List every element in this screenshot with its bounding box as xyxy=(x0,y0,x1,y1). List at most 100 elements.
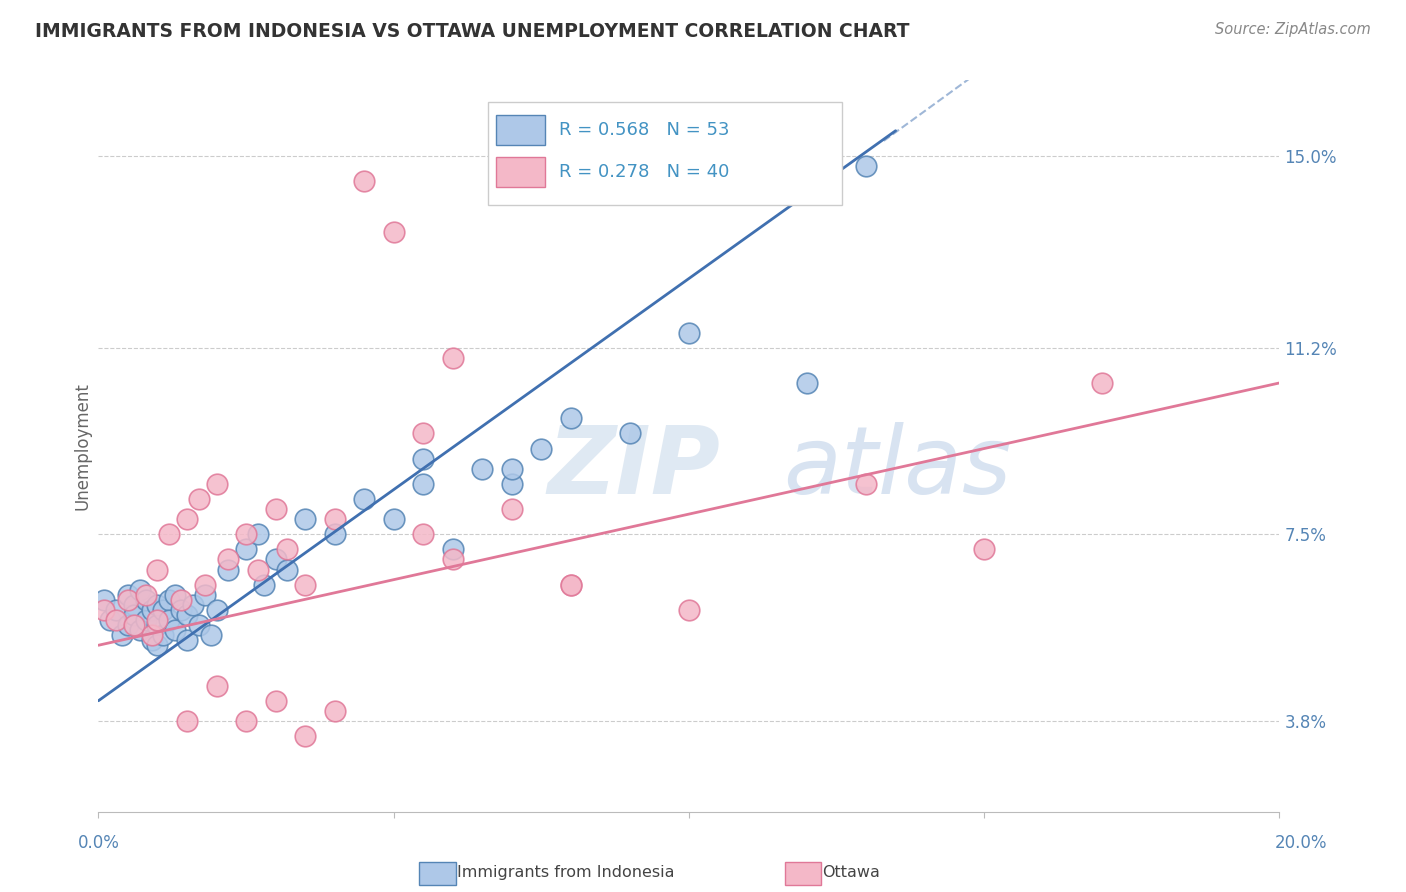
Point xyxy=(441,542,464,557)
Point xyxy=(560,578,582,592)
Text: 0.0%: 0.0% xyxy=(77,834,120,852)
Text: Immigrants from Indonesia: Immigrants from Indonesia xyxy=(457,865,675,880)
Point xyxy=(294,729,316,743)
Point xyxy=(855,476,877,491)
Point xyxy=(264,694,287,708)
Point xyxy=(205,603,228,617)
Point xyxy=(141,603,163,617)
Point xyxy=(441,351,464,365)
Point xyxy=(501,461,523,475)
Point xyxy=(152,628,174,642)
Point xyxy=(135,613,157,627)
Text: R = 0.278   N = 40: R = 0.278 N = 40 xyxy=(560,162,730,181)
Point xyxy=(157,592,180,607)
Point xyxy=(117,592,139,607)
Text: atlas: atlas xyxy=(783,423,1012,514)
Text: IMMIGRANTS FROM INDONESIA VS OTTAWA UNEMPLOYMENT CORRELATION CHART: IMMIGRANTS FROM INDONESIA VS OTTAWA UNEM… xyxy=(35,22,910,41)
Point xyxy=(276,563,298,577)
Text: 20.0%: 20.0% xyxy=(1274,834,1327,852)
Point xyxy=(165,623,187,637)
Point xyxy=(135,588,157,602)
Point xyxy=(176,512,198,526)
Point xyxy=(157,613,180,627)
Point xyxy=(619,426,641,441)
Point xyxy=(501,476,523,491)
Point xyxy=(264,552,287,566)
Point xyxy=(194,578,217,592)
Point xyxy=(117,618,139,632)
Point xyxy=(152,603,174,617)
Point xyxy=(128,623,150,637)
Point xyxy=(217,552,239,566)
Point xyxy=(678,326,700,340)
Point xyxy=(276,542,298,557)
Text: ZIP: ZIP xyxy=(547,422,720,514)
Point xyxy=(205,476,228,491)
Point xyxy=(111,628,134,642)
Point xyxy=(253,578,276,592)
Point xyxy=(187,618,209,632)
Point xyxy=(165,588,187,602)
Point xyxy=(412,527,434,541)
Point xyxy=(323,512,346,526)
Point xyxy=(93,592,115,607)
Point xyxy=(294,512,316,526)
Point xyxy=(157,527,180,541)
Point xyxy=(93,603,115,617)
Point xyxy=(235,527,257,541)
Point xyxy=(105,613,128,627)
Point xyxy=(796,376,818,390)
Point xyxy=(146,598,169,612)
Point xyxy=(176,607,198,622)
Point xyxy=(246,527,269,541)
Point xyxy=(382,225,405,239)
Point xyxy=(471,461,494,475)
Text: Ottawa: Ottawa xyxy=(823,865,880,880)
Point xyxy=(170,592,193,607)
Point xyxy=(122,618,145,632)
Y-axis label: Unemployment: Unemployment xyxy=(73,382,91,510)
Point xyxy=(181,598,204,612)
Point xyxy=(117,588,139,602)
Point xyxy=(501,502,523,516)
Point xyxy=(235,714,257,728)
Point xyxy=(323,704,346,718)
Text: R = 0.568   N = 53: R = 0.568 N = 53 xyxy=(560,121,730,139)
Point xyxy=(176,633,198,648)
Point xyxy=(855,159,877,173)
Point xyxy=(382,512,405,526)
Point xyxy=(353,174,375,188)
Point xyxy=(412,451,434,466)
Point xyxy=(205,679,228,693)
Point xyxy=(128,582,150,597)
Point xyxy=(560,411,582,425)
Point xyxy=(98,613,121,627)
Point xyxy=(323,527,346,541)
Point xyxy=(146,563,169,577)
Point xyxy=(146,613,169,627)
Point xyxy=(217,563,239,577)
Point xyxy=(141,628,163,642)
Point xyxy=(146,618,169,632)
Point xyxy=(235,542,257,557)
Point xyxy=(146,638,169,652)
FancyBboxPatch shape xyxy=(496,157,546,186)
Point xyxy=(412,476,434,491)
Point xyxy=(105,603,128,617)
Point xyxy=(1091,376,1114,390)
Point xyxy=(187,491,209,506)
Point xyxy=(122,598,145,612)
Point xyxy=(246,563,269,577)
Point xyxy=(678,603,700,617)
Point xyxy=(122,607,145,622)
Point xyxy=(135,592,157,607)
Point xyxy=(560,578,582,592)
FancyBboxPatch shape xyxy=(496,115,546,145)
Point xyxy=(264,502,287,516)
Point xyxy=(412,426,434,441)
FancyBboxPatch shape xyxy=(488,103,842,204)
Point xyxy=(194,588,217,602)
Point xyxy=(353,491,375,506)
Text: Source: ZipAtlas.com: Source: ZipAtlas.com xyxy=(1215,22,1371,37)
Point xyxy=(200,628,222,642)
